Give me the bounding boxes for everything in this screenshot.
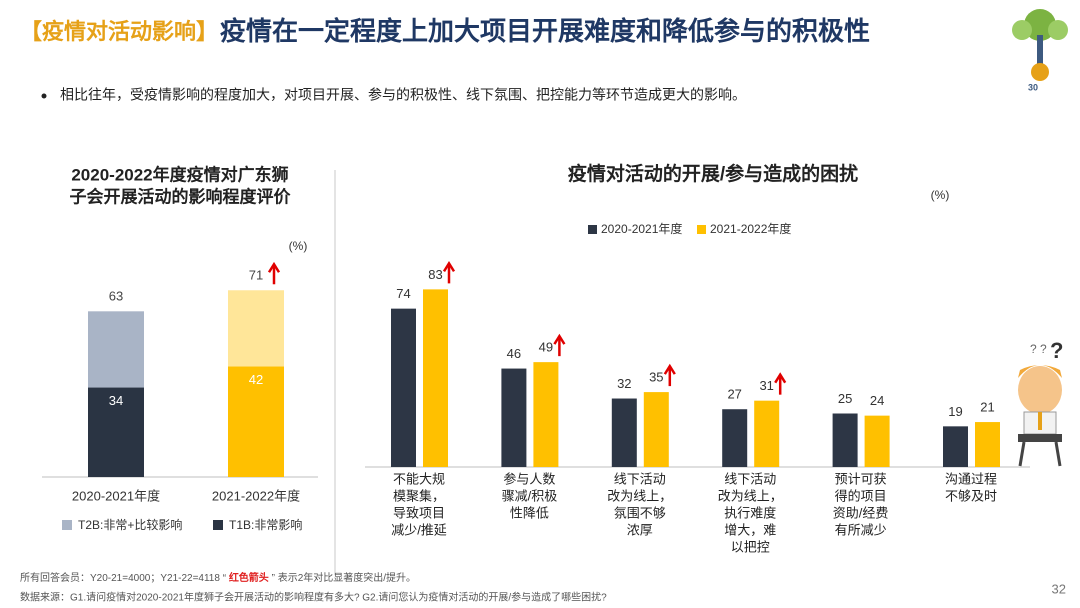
header-title: 疫情在一定程度上加大项目开展难度和降低参与的积极性	[220, 16, 870, 46]
legend-label: 2020-2021年度	[601, 221, 682, 236]
x-tick-label: 线下活动	[614, 471, 666, 486]
data-label: 19	[948, 404, 962, 419]
footnote-suffix: ” 表示2年对比显著度突出/提升。	[269, 571, 416, 584]
legend-swatch	[588, 225, 597, 234]
bar	[533, 362, 559, 467]
x-tick-label: 改为线上，	[718, 488, 783, 503]
data-label: 71	[249, 268, 263, 283]
x-tick-label: 不能大规	[393, 471, 445, 486]
svg-text:?: ?	[1050, 338, 1063, 363]
x-tick-label: 增大，难	[724, 522, 776, 537]
red-arrow-head	[553, 333, 566, 345]
footnote: 所有回答会员：Y20-21=4000；Y21-22=4118 “ 红色箭头 ” …	[20, 571, 416, 584]
data-label: 35	[649, 370, 663, 385]
bar	[864, 415, 890, 467]
x-tick-label: 减少/推延	[391, 522, 447, 537]
red-arrow-head	[267, 261, 281, 273]
x-tick-label: 2021-2022年度	[212, 488, 300, 503]
data-label: 32	[617, 376, 631, 391]
data-label: 74	[396, 286, 410, 301]
legend-swatch	[213, 520, 223, 530]
bar	[943, 426, 968, 467]
chart-title: 2020-2022年度疫情对广东狮	[71, 164, 288, 184]
page-number: 32	[1052, 581, 1066, 596]
chart-title: 疫情对活动的开展/参与造成的困扰	[568, 162, 858, 185]
x-tick-label: 资助/经费	[833, 505, 889, 520]
x-tick-label: 不够及时	[945, 488, 997, 503]
logo: 30	[1012, 9, 1068, 92]
data-label: 46	[507, 346, 521, 361]
data-label: 83	[428, 267, 442, 282]
data-label: 27	[727, 387, 741, 402]
bullet-text: 相比往年，受疫情影响的程度加大，对项目开展、参与的积极性、线下氛围、把控能力等环…	[60, 87, 746, 103]
bar	[88, 387, 144, 477]
bar	[611, 398, 637, 467]
x-tick-label: 有所减少	[835, 522, 887, 537]
bar	[975, 422, 1000, 467]
bar	[423, 289, 448, 467]
x-tick-label: 预计可获	[835, 471, 887, 486]
legend-label: T2B:非常+比较影响	[78, 517, 182, 532]
data-label: 49	[539, 340, 553, 355]
data-label: 24	[870, 393, 884, 408]
legend-swatch	[697, 225, 706, 234]
bar	[722, 409, 748, 467]
x-tick-label: 线下活动	[724, 471, 776, 486]
data-label: 34	[109, 393, 123, 408]
header-tag: 【疫情对活动影响】	[20, 19, 218, 44]
red-arrow-head	[442, 261, 456, 273]
legend-swatch	[62, 520, 72, 530]
data-label: 63	[109, 289, 123, 304]
x-tick-label: 以把控	[731, 539, 770, 554]
x-tick-label: 沟通过程	[945, 471, 997, 486]
bar	[643, 392, 669, 467]
footnote-prefix: 所有回答会员：Y20-21=4000；Y21-22=4118 “	[20, 571, 229, 584]
red-arrow-head	[663, 363, 676, 375]
red-arrow-head	[774, 372, 787, 384]
data-label: 42	[249, 372, 263, 387]
bullet-dot	[41, 93, 47, 99]
source: 数据来源：G1.请问疫情对2020-2021年度狮子会开展活动的影响程度有多大?…	[20, 591, 607, 604]
x-tick-label: 参与人数	[503, 471, 555, 486]
x-tick-label: 2020-2021年度	[72, 488, 160, 503]
x-tick-label: 骤减/积极	[502, 488, 558, 503]
x-tick-label: 浓厚	[627, 522, 653, 537]
legend-label: 2021-2022年度	[710, 221, 791, 236]
x-tick-label: 导致项目	[393, 505, 445, 520]
bar	[754, 400, 780, 467]
bar	[501, 368, 527, 467]
x-tick-label: 性降低	[510, 505, 549, 520]
data-label: 25	[838, 391, 852, 406]
chart-title: 子会开展活动的影响程度评价	[70, 186, 292, 206]
data-label: 31	[759, 378, 773, 393]
unit-label: (%)	[289, 239, 308, 253]
bar	[391, 308, 416, 467]
svg-text:? ?: ? ?	[1030, 342, 1047, 356]
thinking-figure: ? ? ?	[1018, 338, 1063, 467]
x-tick-label: 得的项目	[835, 488, 887, 503]
x-tick-label: 改为线上，	[607, 488, 672, 503]
data-label: 21	[980, 399, 994, 414]
x-tick-label: 氛围不够	[614, 505, 666, 520]
legend-label: T1B:非常影响	[229, 517, 302, 532]
footnote-highlight: 红色箭头	[229, 571, 269, 584]
svg-text:30: 30	[1028, 82, 1038, 92]
bar	[228, 366, 284, 477]
x-tick-label: 模聚集，	[393, 488, 445, 503]
bar	[832, 413, 858, 467]
unit-label: (%)	[931, 188, 950, 202]
x-tick-label: 执行难度	[724, 505, 776, 520]
